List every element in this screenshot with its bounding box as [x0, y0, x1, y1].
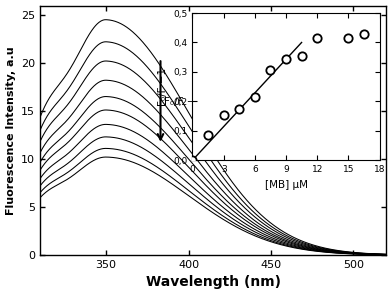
Text: F₀/F −1: F₀/F −1: [164, 96, 202, 106]
Y-axis label: Fluorescence Intensity, a.u: Fluorescence Intensity, a.u: [5, 46, 16, 214]
X-axis label: Wavelength (nm): Wavelength (nm): [146, 276, 281, 289]
